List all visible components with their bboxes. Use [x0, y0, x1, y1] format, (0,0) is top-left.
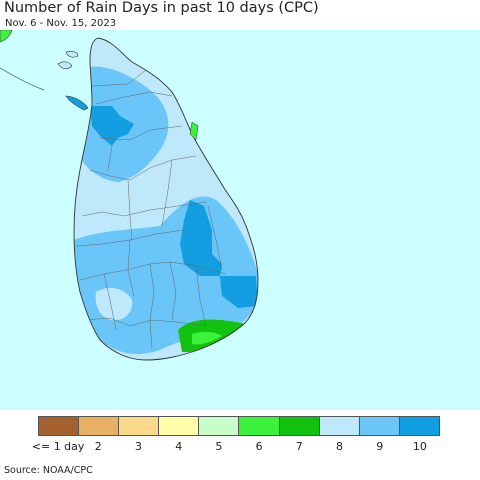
- legend-label-2: 2: [94, 440, 102, 453]
- district-boundaries: [75, 69, 227, 349]
- rain-days-map: [0, 30, 480, 410]
- sri-lanka-coastline: [73, 37, 259, 361]
- color-legend: [38, 416, 440, 436]
- legend-label-6: 6: [255, 440, 263, 453]
- trincomalee-zone: [189, 121, 199, 141]
- legend-swatch-7: [279, 417, 320, 435]
- zone-6-south: [192, 331, 222, 345]
- legend-label-7: 7: [295, 440, 303, 453]
- legend-label-9: 9: [376, 440, 384, 453]
- legend-swatch-9: [359, 417, 400, 435]
- legend-swatch-2: [79, 417, 120, 435]
- legend-label-5: 5: [215, 440, 223, 453]
- zone-10-east: [180, 200, 222, 276]
- map-title: Number of Rain Days in past 10 days (CPC…: [4, 0, 319, 16]
- source-credit: Source: NOAA/CPC: [4, 465, 93, 476]
- india-coast-line: [0, 67, 45, 91]
- legend-swatch-4: [159, 417, 200, 435]
- legend-swatch-3: [119, 417, 160, 435]
- legend-label-8: 8: [336, 440, 343, 453]
- legend-swatch-5: [199, 417, 240, 435]
- india-coast: [0, 30, 13, 43]
- legend-label-3: 3: [135, 440, 142, 453]
- zone-10-coast: [220, 276, 258, 308]
- zone-8-southwest: [95, 287, 133, 321]
- legend-swatch-1: [39, 417, 80, 435]
- legend-swatch-6: [239, 417, 280, 435]
- mannar-island: [65, 95, 89, 111]
- legend-swatch-8: [319, 417, 360, 435]
- legend-label-1: <= 1 day: [31, 440, 85, 453]
- legend-label-10: 10: [412, 440, 427, 453]
- zone-10-north: [90, 106, 134, 146]
- map-subtitle: Nov. 6 - Nov. 15, 2023: [5, 18, 117, 29]
- legend-label-4: 4: [175, 440, 183, 453]
- legend-swatch-10: [399, 417, 439, 435]
- northern-islands: [57, 50, 79, 70]
